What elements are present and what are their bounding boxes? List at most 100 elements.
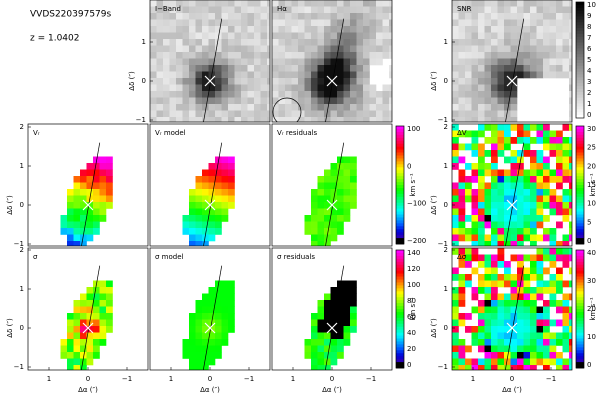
map-pixel <box>150 91 157 98</box>
colorbar-step <box>396 326 404 331</box>
map-pixel <box>556 71 563 79</box>
map-pixel <box>356 65 364 72</box>
map-pixel <box>324 117 331 122</box>
map-pixel <box>86 228 94 235</box>
map-pixel <box>73 313 81 320</box>
map-pixel <box>530 221 537 229</box>
map-pixel <box>195 97 203 105</box>
map-pixel <box>569 345 572 353</box>
map-pixel <box>497 189 505 196</box>
map-pixel <box>562 156 570 164</box>
map-pixel <box>272 58 279 66</box>
map-pixel <box>356 13 364 20</box>
map-pixel <box>202 300 209 307</box>
map-pixel <box>504 267 511 275</box>
y-tick-label: 0 <box>142 77 146 85</box>
map-pixel <box>221 91 229 98</box>
map-pixel <box>510 65 518 72</box>
colorbar-step <box>576 28 584 32</box>
map-pixel <box>452 287 459 294</box>
map-pixel <box>504 71 511 79</box>
map-pixel <box>517 241 524 246</box>
map-pixel <box>260 84 268 92</box>
colorbar-step <box>396 196 404 201</box>
map-pixel <box>93 313 100 320</box>
colorbar-step <box>396 250 404 254</box>
colorbar-step <box>396 365 404 369</box>
map-pixel <box>517 163 524 170</box>
colorbar-step <box>576 45 584 49</box>
map-pixel <box>228 13 235 20</box>
map-pixel <box>523 215 531 222</box>
map-pixel <box>484 195 492 203</box>
map <box>452 124 572 246</box>
map-pixel <box>478 234 485 242</box>
map-pixel <box>458 52 466 59</box>
map-pixel <box>73 241 81 246</box>
map-pixel <box>241 110 248 118</box>
map-pixel <box>517 313 524 320</box>
map-pixel <box>569 45 572 53</box>
x-axis-label: Δα (″) <box>322 386 342 393</box>
map-pixel <box>93 189 100 196</box>
map-pixel <box>350 19 357 27</box>
map-pixel <box>452 110 459 118</box>
map-pixel <box>536 26 544 33</box>
map-pixel <box>267 32 270 40</box>
map-pixel <box>311 91 318 98</box>
map-pixel <box>517 287 524 294</box>
map-pixel <box>478 208 485 216</box>
map-pixel <box>324 39 331 46</box>
map-pixel <box>343 58 351 66</box>
map-pixel <box>304 84 312 92</box>
map-pixel <box>376 32 383 40</box>
map-pixel <box>376 39 383 46</box>
map-pixel <box>350 319 357 327</box>
map-pixel <box>510 104 518 111</box>
colorbar-tick-label: 120 <box>407 265 420 273</box>
map-pixel <box>536 130 544 138</box>
map-pixel <box>311 13 318 20</box>
map-pixel <box>504 208 511 216</box>
map-pixel <box>278 71 286 79</box>
map-pixel <box>278 91 286 98</box>
map-pixel <box>478 287 485 294</box>
map-pixel <box>337 300 344 307</box>
colorbar-step <box>396 193 404 198</box>
colorbar-step <box>576 291 584 295</box>
map-pixel <box>471 339 479 346</box>
map-pixel <box>549 137 557 144</box>
map-pixel <box>67 345 74 353</box>
map-pixel <box>221 300 229 307</box>
map-pixel <box>228 319 235 327</box>
map-pixel <box>369 45 377 53</box>
colorbar-step <box>396 143 404 148</box>
map-pixel <box>182 84 190 92</box>
map-pixel <box>478 261 485 268</box>
map-pixel <box>389 110 392 118</box>
map-pixel <box>208 208 216 216</box>
map-pixel <box>389 71 392 79</box>
map-pixel <box>465 228 472 235</box>
map-pixel <box>510 169 518 177</box>
y-axis-label: Δδ (″) <box>6 318 14 338</box>
map-pixel <box>549 195 557 203</box>
map-pixel <box>215 52 222 59</box>
map-pixel <box>228 189 235 196</box>
map-pixel <box>343 208 351 216</box>
map-pixel <box>363 97 370 105</box>
map-pixel <box>452 300 459 307</box>
map-pixel <box>491 300 498 307</box>
map-pixel <box>337 202 344 209</box>
map-pixel <box>202 39 209 46</box>
map-pixel <box>350 163 357 170</box>
map-pixel <box>478 45 485 53</box>
map-pixel <box>536 326 544 333</box>
map-pixel <box>343 293 351 301</box>
map-pixel <box>278 97 286 105</box>
map-pixel <box>491 39 498 46</box>
colorbar-step <box>576 167 584 171</box>
map-pixel <box>350 39 357 46</box>
map-pixel <box>241 19 248 27</box>
map-pixel <box>93 306 100 314</box>
